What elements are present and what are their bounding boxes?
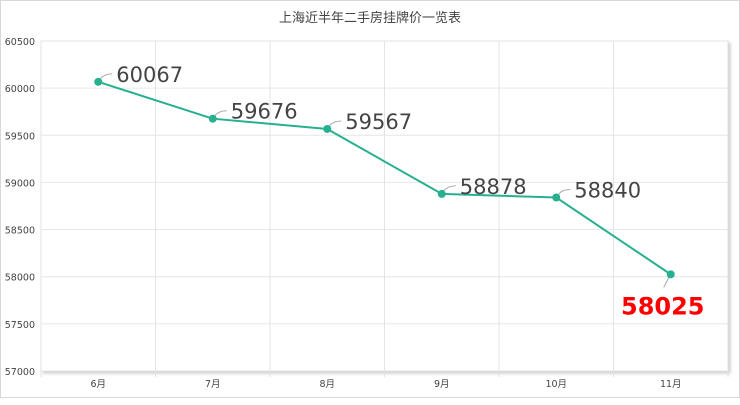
data-label: 59567 [345,110,412,134]
y-tick-label: 59000 [5,178,35,189]
data-point [323,124,332,133]
data-point [437,189,446,198]
y-tick-label: 59500 [5,131,35,142]
data-label: 58878 [460,175,527,199]
y-tick-label: 57000 [5,367,35,378]
x-tick-label: 11月 [660,379,682,390]
data-label: 58840 [574,179,641,203]
data-label: 60067 [116,63,183,87]
y-tick-label: 58000 [5,273,35,284]
chart-title: 上海近半年二手房挂牌价一览表 [279,10,461,26]
x-tick-label: 9月 [434,379,450,390]
label-leader [214,110,227,117]
label-leader [99,73,113,80]
data-point [666,270,675,279]
y-tick-label: 60500 [5,37,35,48]
label-leader [663,277,670,288]
y-tick-label: 60000 [5,84,35,95]
series-line [97,80,672,276]
x-tick-label: 6月 [90,379,106,390]
data-label: 59676 [231,100,298,124]
label-leader [443,185,456,192]
x-tick-label: 10月 [545,379,567,390]
x-tick-label: 7月 [205,379,221,390]
y-tick-label: 57500 [5,320,35,331]
data-point [552,193,561,202]
y-tick-label: 58500 [5,226,35,237]
label-leader [557,189,571,195]
data-point [208,114,217,123]
x-tick-label: 8月 [319,379,335,390]
data-label: 58025 [621,292,705,320]
data-point [94,77,103,86]
label-leader [328,120,342,127]
